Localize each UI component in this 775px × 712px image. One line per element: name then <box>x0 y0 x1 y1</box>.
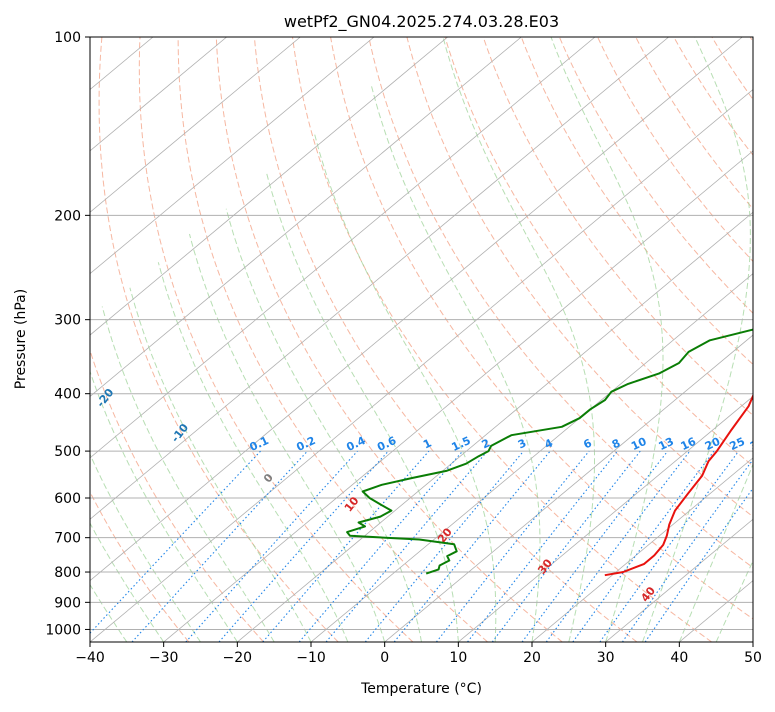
moist-adiabat <box>642 37 751 642</box>
y-tick-label: 200 <box>54 208 81 224</box>
mixing-ratio-label: 25 <box>728 435 747 453</box>
x-tick-label: 10 <box>449 650 467 666</box>
dewpoint-line <box>346 328 753 575</box>
mixing-ratio-line <box>644 487 753 642</box>
y-tick-label: 800 <box>54 565 81 581</box>
isotherm <box>237 211 753 642</box>
dry-adiabat <box>558 37 753 314</box>
moist-adiabat <box>225 208 422 642</box>
x-tick-label: −10 <box>296 650 326 666</box>
x-tick-label: −20 <box>223 650 253 666</box>
mixing-ratio-line <box>131 450 308 642</box>
x-tick-label: 50 <box>744 650 762 666</box>
background-lines <box>90 37 753 642</box>
y-tick-label: 700 <box>54 531 81 547</box>
y-tick-label: 500 <box>54 444 81 460</box>
isotherm <box>90 88 753 642</box>
moist-adiabat <box>90 370 238 642</box>
mixing-ratio-line <box>545 450 691 642</box>
isotherm <box>90 37 743 582</box>
y-tick-label: 400 <box>54 387 81 403</box>
moist-adiabat <box>442 37 595 642</box>
y-tick-label: 900 <box>54 595 81 611</box>
y-tick-label: 300 <box>54 313 81 329</box>
mixing-ratio-line <box>621 458 753 642</box>
x-axis-label: Temperature (°C) <box>360 681 482 697</box>
x-tick-label: 30 <box>597 650 615 666</box>
isotherm <box>384 334 753 642</box>
moist-adiabat <box>90 453 201 642</box>
mixing-ratio-line <box>572 450 715 642</box>
y-axis-label: Pressure (hPa) <box>13 289 29 389</box>
dry-adiabat <box>330 37 753 620</box>
x-tick-label: 20 <box>523 650 541 666</box>
mixing-ratio-line <box>90 450 262 634</box>
mixing-ratio-label: 16 <box>679 435 699 453</box>
dry-adiabat <box>673 37 753 156</box>
moist-adiabat <box>266 173 459 642</box>
axes: −40 −30 −20 −10 0 10 20 30 40 50 100 200 300 400 500 60… <box>45 30 762 666</box>
mixing-ratio-line <box>393 450 551 642</box>
chart-title: wetPf2_GN04.2025.274.03.28.E03 <box>284 12 559 32</box>
mixing-ratio-label: 30 <box>748 435 768 453</box>
moist-adiabat <box>189 233 386 642</box>
isotherm <box>90 37 522 397</box>
isotherm <box>90 37 596 459</box>
moist-adiabat <box>715 559 753 642</box>
mixing-ratio-line <box>599 450 740 642</box>
isotherm <box>90 37 227 152</box>
dry-adiabat <box>520 37 753 366</box>
x-tick-label: 40 <box>670 650 688 666</box>
mixing-ratio-label: 10 <box>629 435 649 453</box>
moist-adiabat <box>678 463 753 642</box>
mixing-ratio-line <box>521 450 669 642</box>
dry-adiabat <box>368 37 753 569</box>
x-tick-label: 0 <box>380 650 389 666</box>
moist-adiabat <box>157 262 349 642</box>
y-tick-label: 100 <box>54 30 81 46</box>
isotherm <box>458 395 753 642</box>
plot-frame <box>89 36 754 643</box>
mixing-ratio-line <box>218 450 389 642</box>
temperature-line <box>604 393 753 577</box>
dry-adiabat <box>406 37 753 518</box>
isotherm <box>90 37 448 336</box>
x-tick-label: −40 <box>75 650 105 666</box>
dry-adiabat <box>98 37 339 642</box>
dry-adiabat <box>444 37 753 467</box>
dry-adiabat <box>253 37 638 642</box>
isotherm <box>90 37 301 213</box>
moist-adiabat <box>101 306 275 642</box>
dry-adiabat <box>292 37 712 642</box>
dry-adiabat <box>177 37 488 642</box>
y-tick-label: 600 <box>54 491 81 507</box>
isotherm <box>90 37 375 275</box>
isotherm <box>163 150 753 642</box>
y-tick-label: 1000 <box>45 622 81 638</box>
x-tick-label: −30 <box>149 650 179 666</box>
mixing-ratio-line <box>325 450 488 642</box>
isotherm <box>605 518 753 642</box>
mixing-ratio-line <box>435 450 590 642</box>
mixing-ratio-line <box>364 450 525 642</box>
mixing-ratio-label: 13 <box>657 435 676 453</box>
moist-adiabat <box>90 522 165 642</box>
moist-adiabat <box>370 83 541 642</box>
isotherm <box>90 37 669 520</box>
profiles <box>346 328 753 577</box>
isotherm <box>531 457 753 642</box>
dry-adiabat <box>90 348 264 642</box>
mixing-ratio-line <box>185 450 358 642</box>
dry-adiabat <box>138 37 414 642</box>
